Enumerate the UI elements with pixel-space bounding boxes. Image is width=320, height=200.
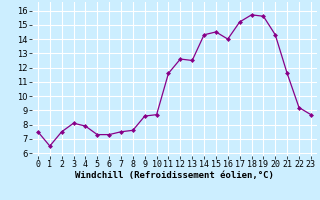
X-axis label: Windchill (Refroidissement éolien,°C): Windchill (Refroidissement éolien,°C) bbox=[75, 171, 274, 180]
